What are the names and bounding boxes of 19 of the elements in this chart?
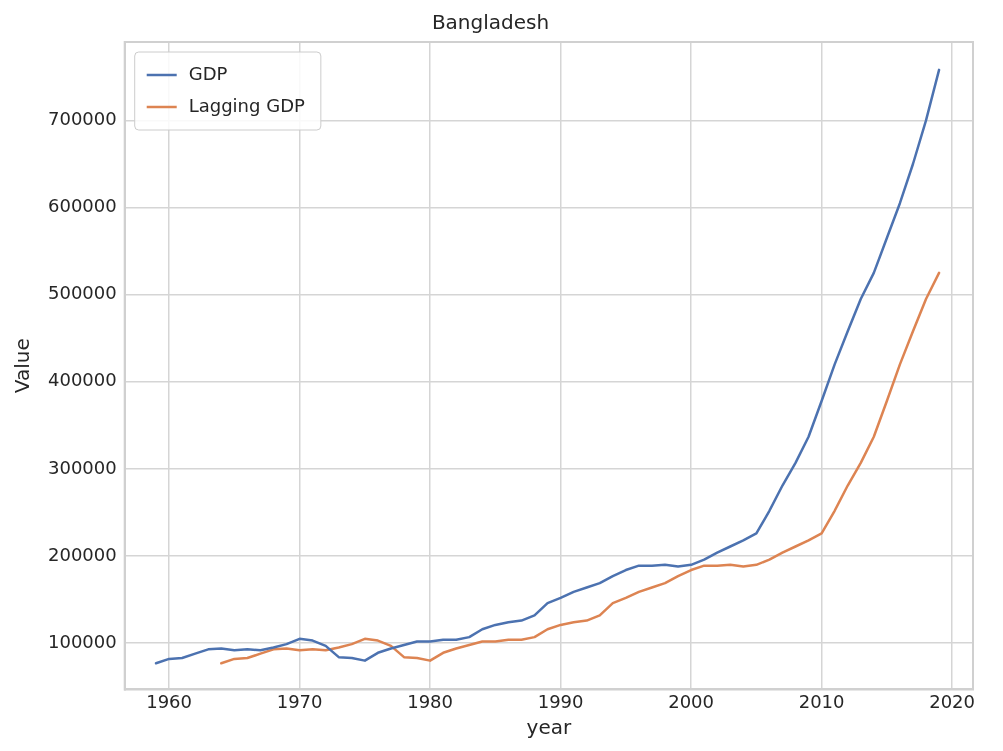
legend-label: GDP [188, 62, 228, 84]
x-tick-label: 1960 [146, 690, 192, 712]
y-tick-label: 700000 [47, 108, 117, 130]
y-tick-label: 300000 [47, 456, 117, 478]
y-axis-title: Value [10, 338, 35, 394]
x-axis-title: year [526, 715, 572, 740]
x-tick-label: 1970 [276, 690, 323, 712]
y-tick-label: 200000 [47, 543, 117, 565]
y-tick-label: 100000 [47, 630, 117, 652]
x-tick-label: 2000 [668, 690, 715, 712]
x-tick-label: 2020 [929, 690, 976, 712]
x-tick-label: 2010 [798, 690, 845, 712]
y-tick-label: 400000 [47, 369, 117, 391]
chart-title: Bangladesh [431, 10, 550, 35]
x-tick-label: 1990 [537, 690, 584, 712]
y-tick-label: 500000 [47, 282, 117, 304]
x-tick-label: 1980 [407, 690, 453, 712]
legend-label: Lagging GDP [188, 94, 305, 116]
y-tick-label: 600000 [47, 195, 117, 217]
